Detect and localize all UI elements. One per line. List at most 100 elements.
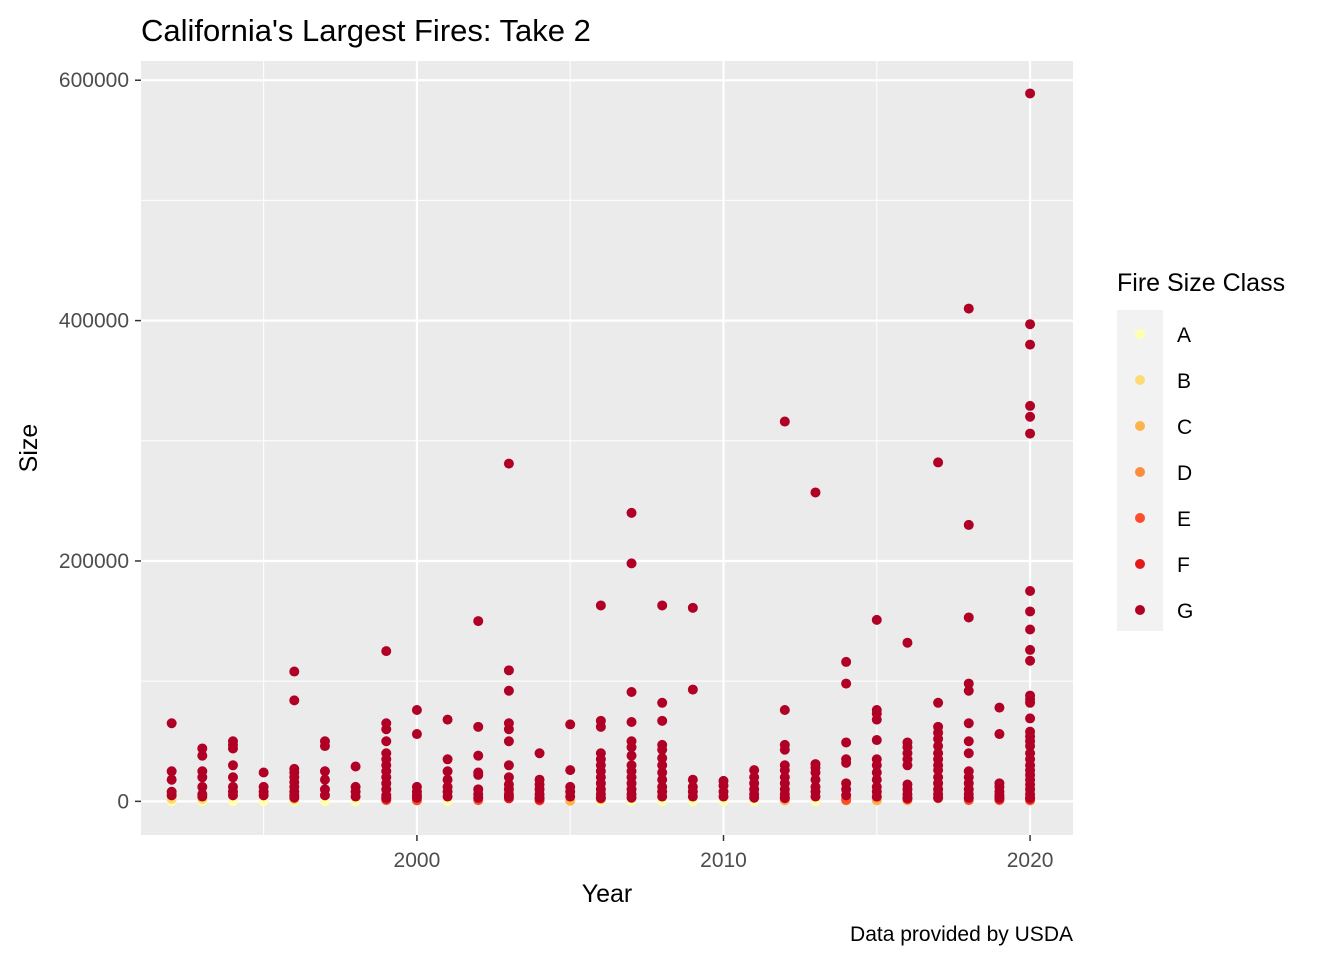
data-points <box>166 88 1036 807</box>
point-class-g <box>1025 655 1036 666</box>
minor-gridlines <box>141 61 1073 835</box>
point-class-g <box>534 748 545 759</box>
point-class-g <box>657 774 668 785</box>
point-class-g <box>902 792 913 803</box>
point-class-g <box>841 678 852 689</box>
y-axis-label: Size <box>15 424 43 473</box>
point-class-g <box>687 791 698 802</box>
point-class-g <box>657 600 668 611</box>
point-class-g <box>411 792 422 803</box>
x-axis-label: Year <box>582 880 633 908</box>
y-tick-label: 600000 <box>59 69 129 92</box>
point-class-g <box>442 766 453 777</box>
point-class-g <box>442 754 453 765</box>
x-tick-label: 2020 <box>1007 849 1054 872</box>
point-class-g <box>350 761 361 772</box>
point-class-g <box>626 717 637 728</box>
point-class-g <box>503 685 514 696</box>
point-class-g <box>227 772 238 783</box>
point-class-g <box>810 487 821 498</box>
legend-label-b: B <box>1177 370 1191 393</box>
point-class-g <box>503 724 514 735</box>
point-class-g <box>626 792 637 803</box>
point-class-g <box>381 724 392 735</box>
point-class-g <box>963 678 974 689</box>
point-class-g <box>933 741 944 752</box>
point-class-g <box>503 736 514 747</box>
point-class-g <box>166 718 177 729</box>
point-class-g <box>841 656 852 667</box>
chart-title: California's Largest Fires: Take 2 <box>141 13 591 48</box>
point-class-g <box>289 695 300 706</box>
point-class-g <box>227 743 238 754</box>
point-class-g <box>871 774 882 785</box>
y-tick-label: 0 <box>117 790 129 813</box>
point-class-g <box>1025 319 1036 330</box>
point-class-g <box>503 458 514 469</box>
point-class-g <box>718 791 729 802</box>
point-class-g <box>227 790 238 801</box>
point-class-g <box>657 753 668 764</box>
point-class-g <box>963 303 974 314</box>
legend-label-d: D <box>1177 462 1192 485</box>
point-class-g <box>963 736 974 747</box>
point-class-g <box>933 733 944 744</box>
legend-key-c <box>1135 421 1145 431</box>
point-class-g <box>963 748 974 759</box>
plot-panel <box>141 61 1073 835</box>
point-class-g <box>411 705 422 716</box>
x-tick-label: 2000 <box>394 849 441 872</box>
point-class-g <box>933 697 944 708</box>
point-class-g <box>994 702 1005 713</box>
point-class-g <box>319 766 330 777</box>
point-class-g <box>779 705 790 716</box>
point-class-g <box>1025 411 1036 422</box>
point-class-g <box>779 744 790 755</box>
point-class-g <box>1025 624 1036 635</box>
point-class-g <box>687 602 698 613</box>
point-class-g <box>258 767 269 778</box>
point-class-g <box>657 760 668 771</box>
point-class-g <box>871 735 882 746</box>
point-class-g <box>687 774 698 785</box>
point-class-g <box>779 765 790 776</box>
point-class-g <box>871 760 882 771</box>
point-class-g <box>1025 713 1036 724</box>
point-class-g <box>810 791 821 802</box>
point-class-g <box>595 600 606 611</box>
legend-key-a <box>1135 329 1145 339</box>
legend-title: Fire Size Class <box>1117 269 1285 297</box>
point-class-g <box>595 792 606 803</box>
point-class-g <box>258 790 269 801</box>
point-class-g <box>595 721 606 732</box>
point-class-g <box>810 767 821 778</box>
point-class-g <box>197 772 208 783</box>
point-class-g <box>565 791 576 802</box>
point-class-g <box>1025 88 1036 99</box>
caption: Data provided by USDA <box>850 923 1073 946</box>
point-class-g <box>381 646 392 657</box>
point-class-g <box>657 744 668 755</box>
point-class-g <box>1025 606 1036 617</box>
point-class-g <box>442 791 453 802</box>
point-class-g <box>657 697 668 708</box>
point-class-g <box>503 791 514 802</box>
point-class-g <box>1025 428 1036 439</box>
x-tick-label: 2010 <box>700 849 747 872</box>
point-class-g <box>473 792 484 803</box>
point-class-g <box>779 416 790 427</box>
point-class-g <box>473 616 484 627</box>
point-class-g <box>1025 339 1036 350</box>
point-class-g <box>657 791 668 802</box>
point-class-g <box>963 792 974 803</box>
point-class-g <box>289 666 300 677</box>
point-class-g <box>994 729 1005 740</box>
y-tick-label: 400000 <box>59 310 129 333</box>
point-class-g <box>902 637 913 648</box>
point-class-g <box>319 741 330 752</box>
point-class-g <box>841 737 852 748</box>
point-class-g <box>197 750 208 761</box>
point-class-g <box>503 760 514 771</box>
